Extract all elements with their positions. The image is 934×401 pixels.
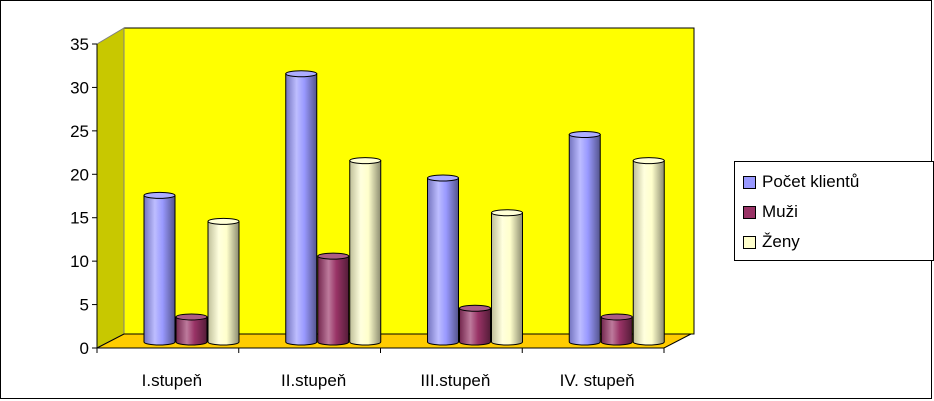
y-tick-label: 25 bbox=[70, 122, 89, 141]
bar-cap bbox=[632, 157, 665, 165]
bar bbox=[600, 316, 633, 346]
bar-cap bbox=[491, 209, 523, 217]
legend-item-zeny: Ženy bbox=[743, 231, 800, 253]
legend-item-pocet-klientu: Počet klientů bbox=[743, 171, 859, 193]
bar-cap bbox=[568, 131, 601, 139]
legend-label: Muži bbox=[762, 202, 798, 221]
y-tick-label: 15 bbox=[70, 209, 89, 228]
bar bbox=[317, 255, 350, 346]
y-tick-label: 30 bbox=[70, 78, 89, 97]
y-tick-label: 10 bbox=[70, 252, 89, 271]
bar-cap bbox=[317, 252, 350, 260]
legend-label: Počet klientů bbox=[762, 172, 860, 191]
bar-cap bbox=[600, 313, 633, 321]
bar bbox=[491, 212, 523, 346]
bar bbox=[632, 160, 665, 346]
bar-cap bbox=[285, 70, 318, 78]
bar-cap bbox=[459, 304, 491, 312]
bar bbox=[175, 316, 208, 346]
legend-label: Ženy bbox=[762, 232, 800, 251]
legend-swatch bbox=[743, 235, 756, 249]
x-tick-label: II.stupeň bbox=[281, 371, 346, 390]
legend-swatch bbox=[743, 175, 756, 189]
bar bbox=[349, 160, 382, 346]
x-tick-label: IV. stupeň bbox=[560, 371, 635, 390]
bar bbox=[143, 194, 176, 346]
bar-cap bbox=[427, 174, 459, 182]
bar-cap bbox=[207, 217, 240, 225]
x-tick-label: I.stupeň bbox=[142, 371, 203, 390]
bar-cap bbox=[349, 157, 382, 165]
legend-swatch bbox=[743, 205, 756, 219]
side-wall bbox=[96, 27, 125, 349]
bar-cap bbox=[143, 191, 176, 199]
bar bbox=[285, 73, 318, 346]
x-tick-label: III.stupeň bbox=[420, 371, 490, 390]
y-tick-label: 0 bbox=[80, 339, 89, 358]
legend-item-muzi: Muži bbox=[743, 201, 798, 223]
y-tick-label: 35 bbox=[70, 35, 89, 54]
bar bbox=[207, 220, 240, 346]
legend: Počet klientů Muži Ženy bbox=[734, 161, 934, 261]
y-tick-label: 5 bbox=[80, 296, 89, 315]
bar bbox=[459, 307, 491, 346]
bar bbox=[427, 177, 459, 346]
bar-cap bbox=[175, 313, 208, 321]
bar bbox=[568, 134, 601, 346]
y-tick-label: 20 bbox=[70, 165, 89, 184]
